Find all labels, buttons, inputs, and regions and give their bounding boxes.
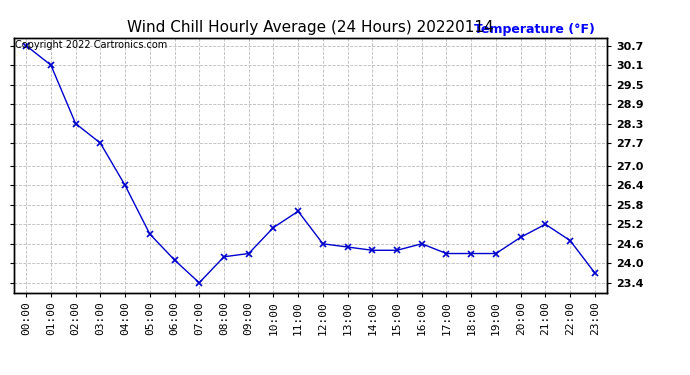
Title: Wind Chill Hourly Average (24 Hours) 20220114: Wind Chill Hourly Average (24 Hours) 202…: [127, 20, 494, 35]
Text: Temperature (°F): Temperature (°F): [475, 23, 595, 36]
Text: Copyright 2022 Cartronics.com: Copyright 2022 Cartronics.com: [15, 40, 167, 50]
